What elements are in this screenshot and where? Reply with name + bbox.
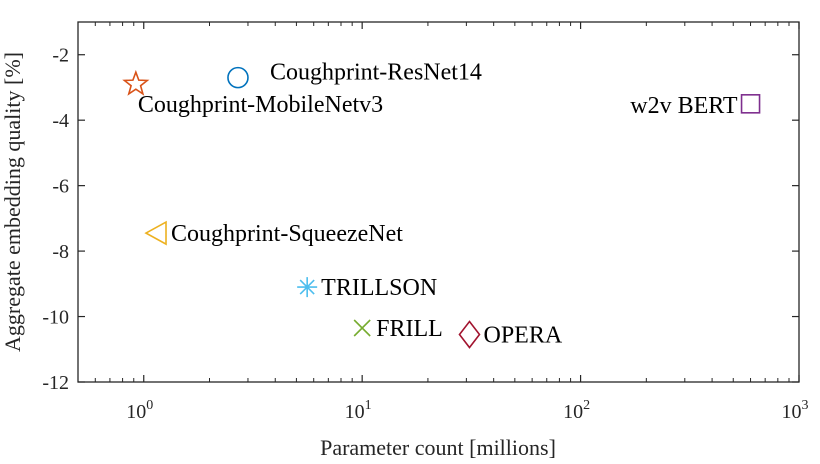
y-axis-label: Aggregate embedding quality [%] [0,52,25,352]
point-label: w2v BERT [630,93,738,119]
y-tick-label: -2 [52,45,69,67]
x-tick-label: 103 [782,398,809,423]
point-labels: Coughprint-ResNet14 Coughprint-MobileNetv… [138,60,738,349]
y-tick-label: -4 [52,110,69,132]
point-label: OPERA [483,323,562,349]
point-label: TRILLSON [321,275,437,301]
point-label: Coughprint-SqueezeNet [171,221,403,247]
marker-asterisk [297,277,318,298]
plot-frame [77,21,800,383]
marker-diamond [458,320,481,349]
marker-star [122,69,150,96]
marker-x [353,319,371,337]
y-tick-label: -8 [52,241,69,263]
marker-triangle-left [144,220,167,246]
marker-circle [227,66,249,89]
point-label: Coughprint-MobileNetv3 [138,92,383,118]
y-tick-label: -12 [42,372,69,394]
y-tick-label: -6 [52,176,69,198]
x-tick-label: 101 [345,398,372,423]
x-axis-label: Parameter count [millions] [320,435,556,460]
axis-ticks: -2 -4 -6 -8 -10 -12 100 101 102 103 [42,22,809,423]
point-label: FRILL [376,316,443,342]
point-label: Coughprint-ResNet14 [270,60,482,86]
data-markers [122,66,761,349]
marker-square [740,94,761,114]
y-tick-label: -10 [42,307,69,329]
x-tick-label: 102 [563,398,590,423]
x-tick-label: 100 [126,398,153,423]
